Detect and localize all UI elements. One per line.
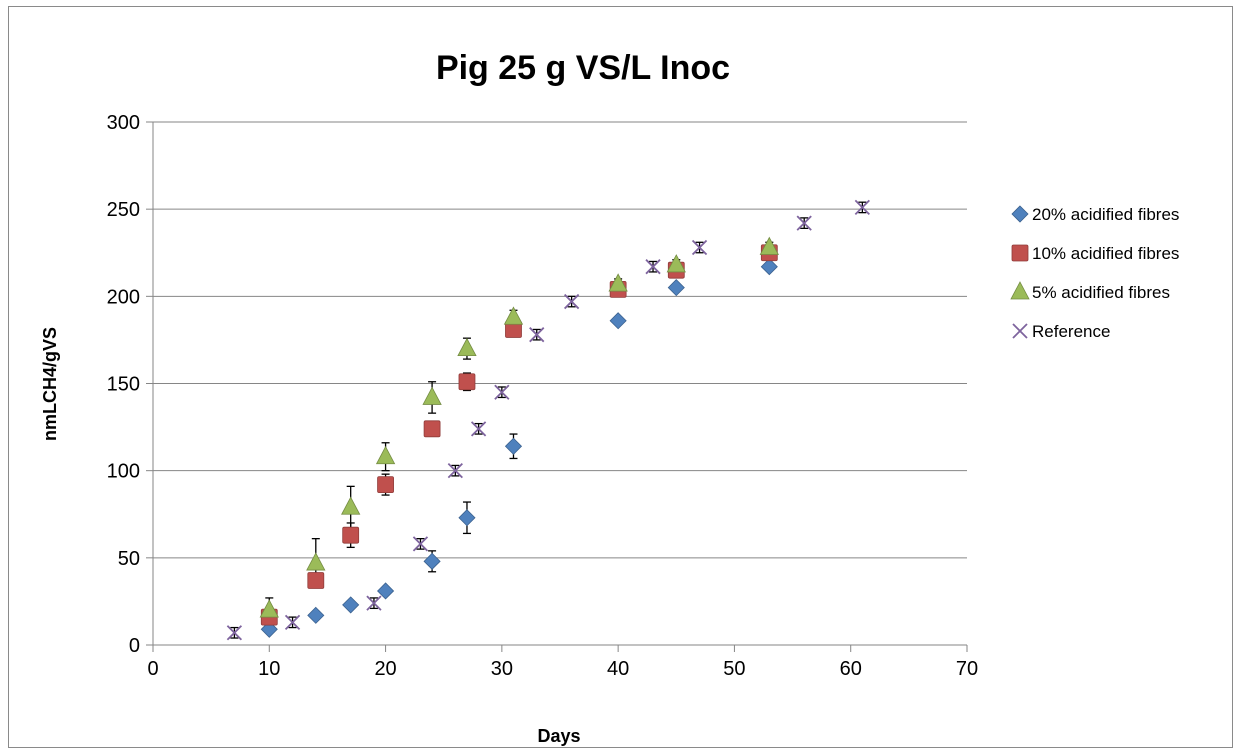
data-point-x <box>470 421 487 437</box>
data-point-diamond <box>377 582 395 600</box>
data-point-x <box>854 199 870 216</box>
data-point-x <box>284 614 301 630</box>
data-point-diamond <box>760 258 778 276</box>
legend-item: Reference <box>1012 322 1110 341</box>
data-point-square <box>307 572 325 589</box>
data-point-triangle <box>259 599 279 618</box>
x-tick-label: 50 <box>723 658 745 680</box>
data-point-triangle <box>503 306 524 325</box>
y-tick-label: 0 <box>129 635 140 657</box>
legend-item: 20% acidified fibres <box>1011 205 1179 224</box>
axes <box>146 121 968 652</box>
legend: 20% acidified fibres 10% acidified fibres… <box>1010 205 1179 341</box>
legend-label: 5% acidified fibres <box>1032 283 1170 302</box>
y-tick-label: 150 <box>107 374 140 396</box>
data-points <box>226 199 870 641</box>
x-axis-title: Days <box>537 726 580 746</box>
data-point-diamond <box>667 279 685 297</box>
data-point-triangle <box>341 496 361 515</box>
legend-item: 10% acidified fibres <box>1011 244 1179 263</box>
data-point-x <box>226 625 243 641</box>
x-tick-label: 10 <box>258 658 280 680</box>
data-point-x <box>447 463 463 479</box>
data-point-x <box>412 536 429 552</box>
y-tick-labels: 0 50 100 150 200 250 300 <box>107 112 140 657</box>
y-axis-title: nmLCH4/gVS <box>40 327 60 441</box>
y-tick-label: 200 <box>107 286 140 308</box>
data-point-triangle <box>306 552 326 571</box>
x-tick-label: 40 <box>607 658 629 680</box>
chart-title: Pig 25 g VS/L Inoc <box>436 49 730 87</box>
y-tick-label: 300 <box>107 112 140 134</box>
x-tick-label: 20 <box>374 658 396 680</box>
data-point-x <box>529 327 545 343</box>
legend-label: Reference <box>1032 322 1110 341</box>
data-point-square <box>377 476 394 494</box>
x-tick-label: 0 <box>147 658 158 680</box>
data-point-x <box>563 293 580 310</box>
legend-label: 10% acidified fibres <box>1032 244 1179 263</box>
gridlines <box>153 121 967 559</box>
legend-item: 5% acidified fibres <box>1010 281 1170 302</box>
data-point-diamond <box>458 509 476 527</box>
data-point-x <box>691 239 708 256</box>
data-point-triangle <box>666 254 686 273</box>
data-point-triangle <box>375 445 396 465</box>
x-tick-labels: 0 10 20 30 40 50 60 70 <box>147 658 978 680</box>
data-point-triangle <box>457 337 477 357</box>
data-point-diamond <box>504 437 523 455</box>
data-point-triangle <box>759 236 779 255</box>
data-point-x <box>366 595 382 611</box>
data-point-diamond <box>307 606 325 624</box>
data-point-x <box>645 259 661 275</box>
y-tick-label: 50 <box>118 548 140 570</box>
legend-marker-square-icon <box>1011 244 1029 262</box>
legend-label: 20% acidified fibres <box>1032 205 1179 224</box>
x-tick-label: 60 <box>840 658 862 680</box>
data-point-x <box>796 215 812 231</box>
legend-marker-x-icon <box>1012 323 1028 339</box>
data-point-diamond <box>423 552 441 570</box>
x-tick-label: 30 <box>491 658 513 680</box>
data-point-diamond <box>342 596 360 614</box>
y-tick-label: 100 <box>107 461 140 483</box>
legend-marker-diamond-icon <box>1011 205 1029 223</box>
data-point-square <box>423 420 441 438</box>
data-point-triangle <box>422 386 442 405</box>
legend-marker-triangle-icon <box>1010 281 1030 300</box>
data-point-x <box>494 384 510 400</box>
x-tick-label: 70 <box>956 658 978 680</box>
data-point-triangle <box>608 273 628 292</box>
data-point-square <box>342 526 360 544</box>
data-point-diamond <box>609 312 627 330</box>
data-point-square <box>458 373 476 391</box>
chart-frame <box>8 6 1233 748</box>
y-tick-label: 250 <box>107 199 140 221</box>
